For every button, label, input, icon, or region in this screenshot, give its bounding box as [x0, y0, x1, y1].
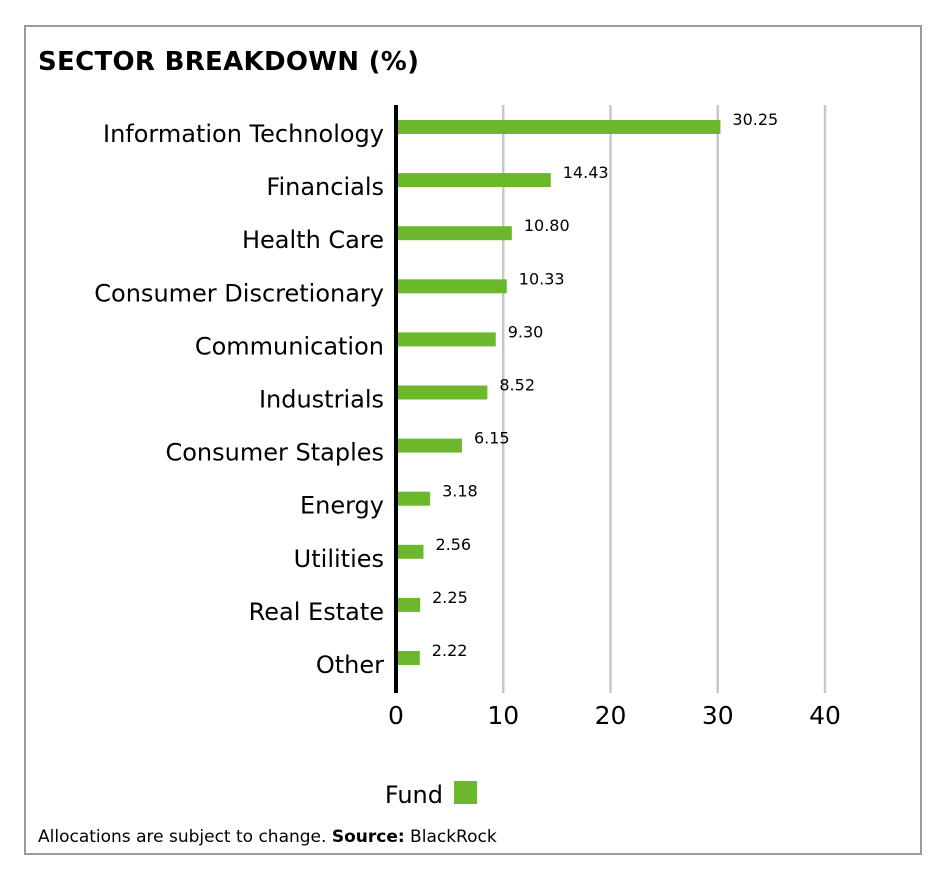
chart-frame: SECTOR BREAKDOWN (%) 30.25 14.43 10.80 10.3…	[24, 25, 922, 855]
x-tick-label: 20	[595, 701, 627, 730]
bars	[396, 120, 721, 665]
data-label: 10.80	[524, 216, 570, 235]
bar	[396, 226, 512, 241]
category-label: Industrials	[259, 386, 384, 414]
footnote-source-value: BlackRock	[404, 827, 497, 847]
footnote-source-label: Source:	[331, 827, 405, 847]
bar	[396, 438, 462, 453]
data-label: 3.18	[442, 482, 478, 501]
legend-label: Fund	[385, 781, 443, 809]
data-label: 2.22	[432, 641, 468, 660]
category-label: Communication	[195, 332, 384, 360]
x-tick-label: 40	[809, 701, 841, 730]
data-label: 2.56	[435, 535, 471, 554]
bar	[396, 544, 424, 559]
grid-lines	[502, 105, 827, 693]
bar	[396, 173, 551, 188]
category-label: Health Care	[242, 226, 384, 254]
bar	[396, 491, 431, 506]
data-label: 2.25	[432, 588, 468, 607]
category-label: Financials	[266, 173, 384, 201]
data-label: 30.25	[732, 110, 778, 129]
sector-bar-chart: 30.25 14.43 10.80 10.33 9.30 8.52 6.15 3.18 2.56…	[94, 105, 841, 809]
bar	[396, 332, 496, 347]
data-label: 8.52	[499, 376, 535, 395]
category-label: Consumer Discretionary	[94, 279, 384, 307]
category-label: Consumer Staples	[165, 439, 384, 467]
value-labels: 30.25 14.43 10.80 10.33 9.30 8.52 6.15 3.18 2.56…	[432, 110, 778, 660]
bar	[396, 385, 488, 400]
bar	[396, 651, 420, 665]
data-label: 14.43	[563, 163, 609, 182]
footnote: Allocations are subject to change. Sourc…	[38, 827, 497, 847]
category-label: Information Technology	[103, 120, 384, 148]
x-tick-label: 10	[487, 701, 519, 730]
x-tick-label: 30	[702, 701, 734, 730]
data-label: 10.33	[519, 269, 565, 288]
bar	[396, 597, 421, 612]
legend: Fund	[385, 781, 477, 809]
x-tick-labels: 0 10 20 30 40	[388, 701, 841, 730]
legend-swatch	[454, 781, 477, 804]
data-label: 9.30	[508, 322, 544, 341]
category-labels: Information Technology Financials Health C…	[94, 120, 384, 679]
category-label: Energy	[300, 492, 384, 520]
category-label: Real Estate	[249, 598, 384, 626]
footnote-text: Allocations are subject to change.	[38, 827, 332, 847]
category-label: Other	[316, 651, 384, 679]
category-label: Utilities	[294, 545, 384, 573]
data-label: 6.15	[474, 429, 510, 448]
chart-title: SECTOR BREAKDOWN (%)	[38, 47, 420, 77]
x-tick-label: 0	[388, 701, 404, 730]
bar	[396, 120, 721, 134]
bar	[396, 279, 507, 294]
